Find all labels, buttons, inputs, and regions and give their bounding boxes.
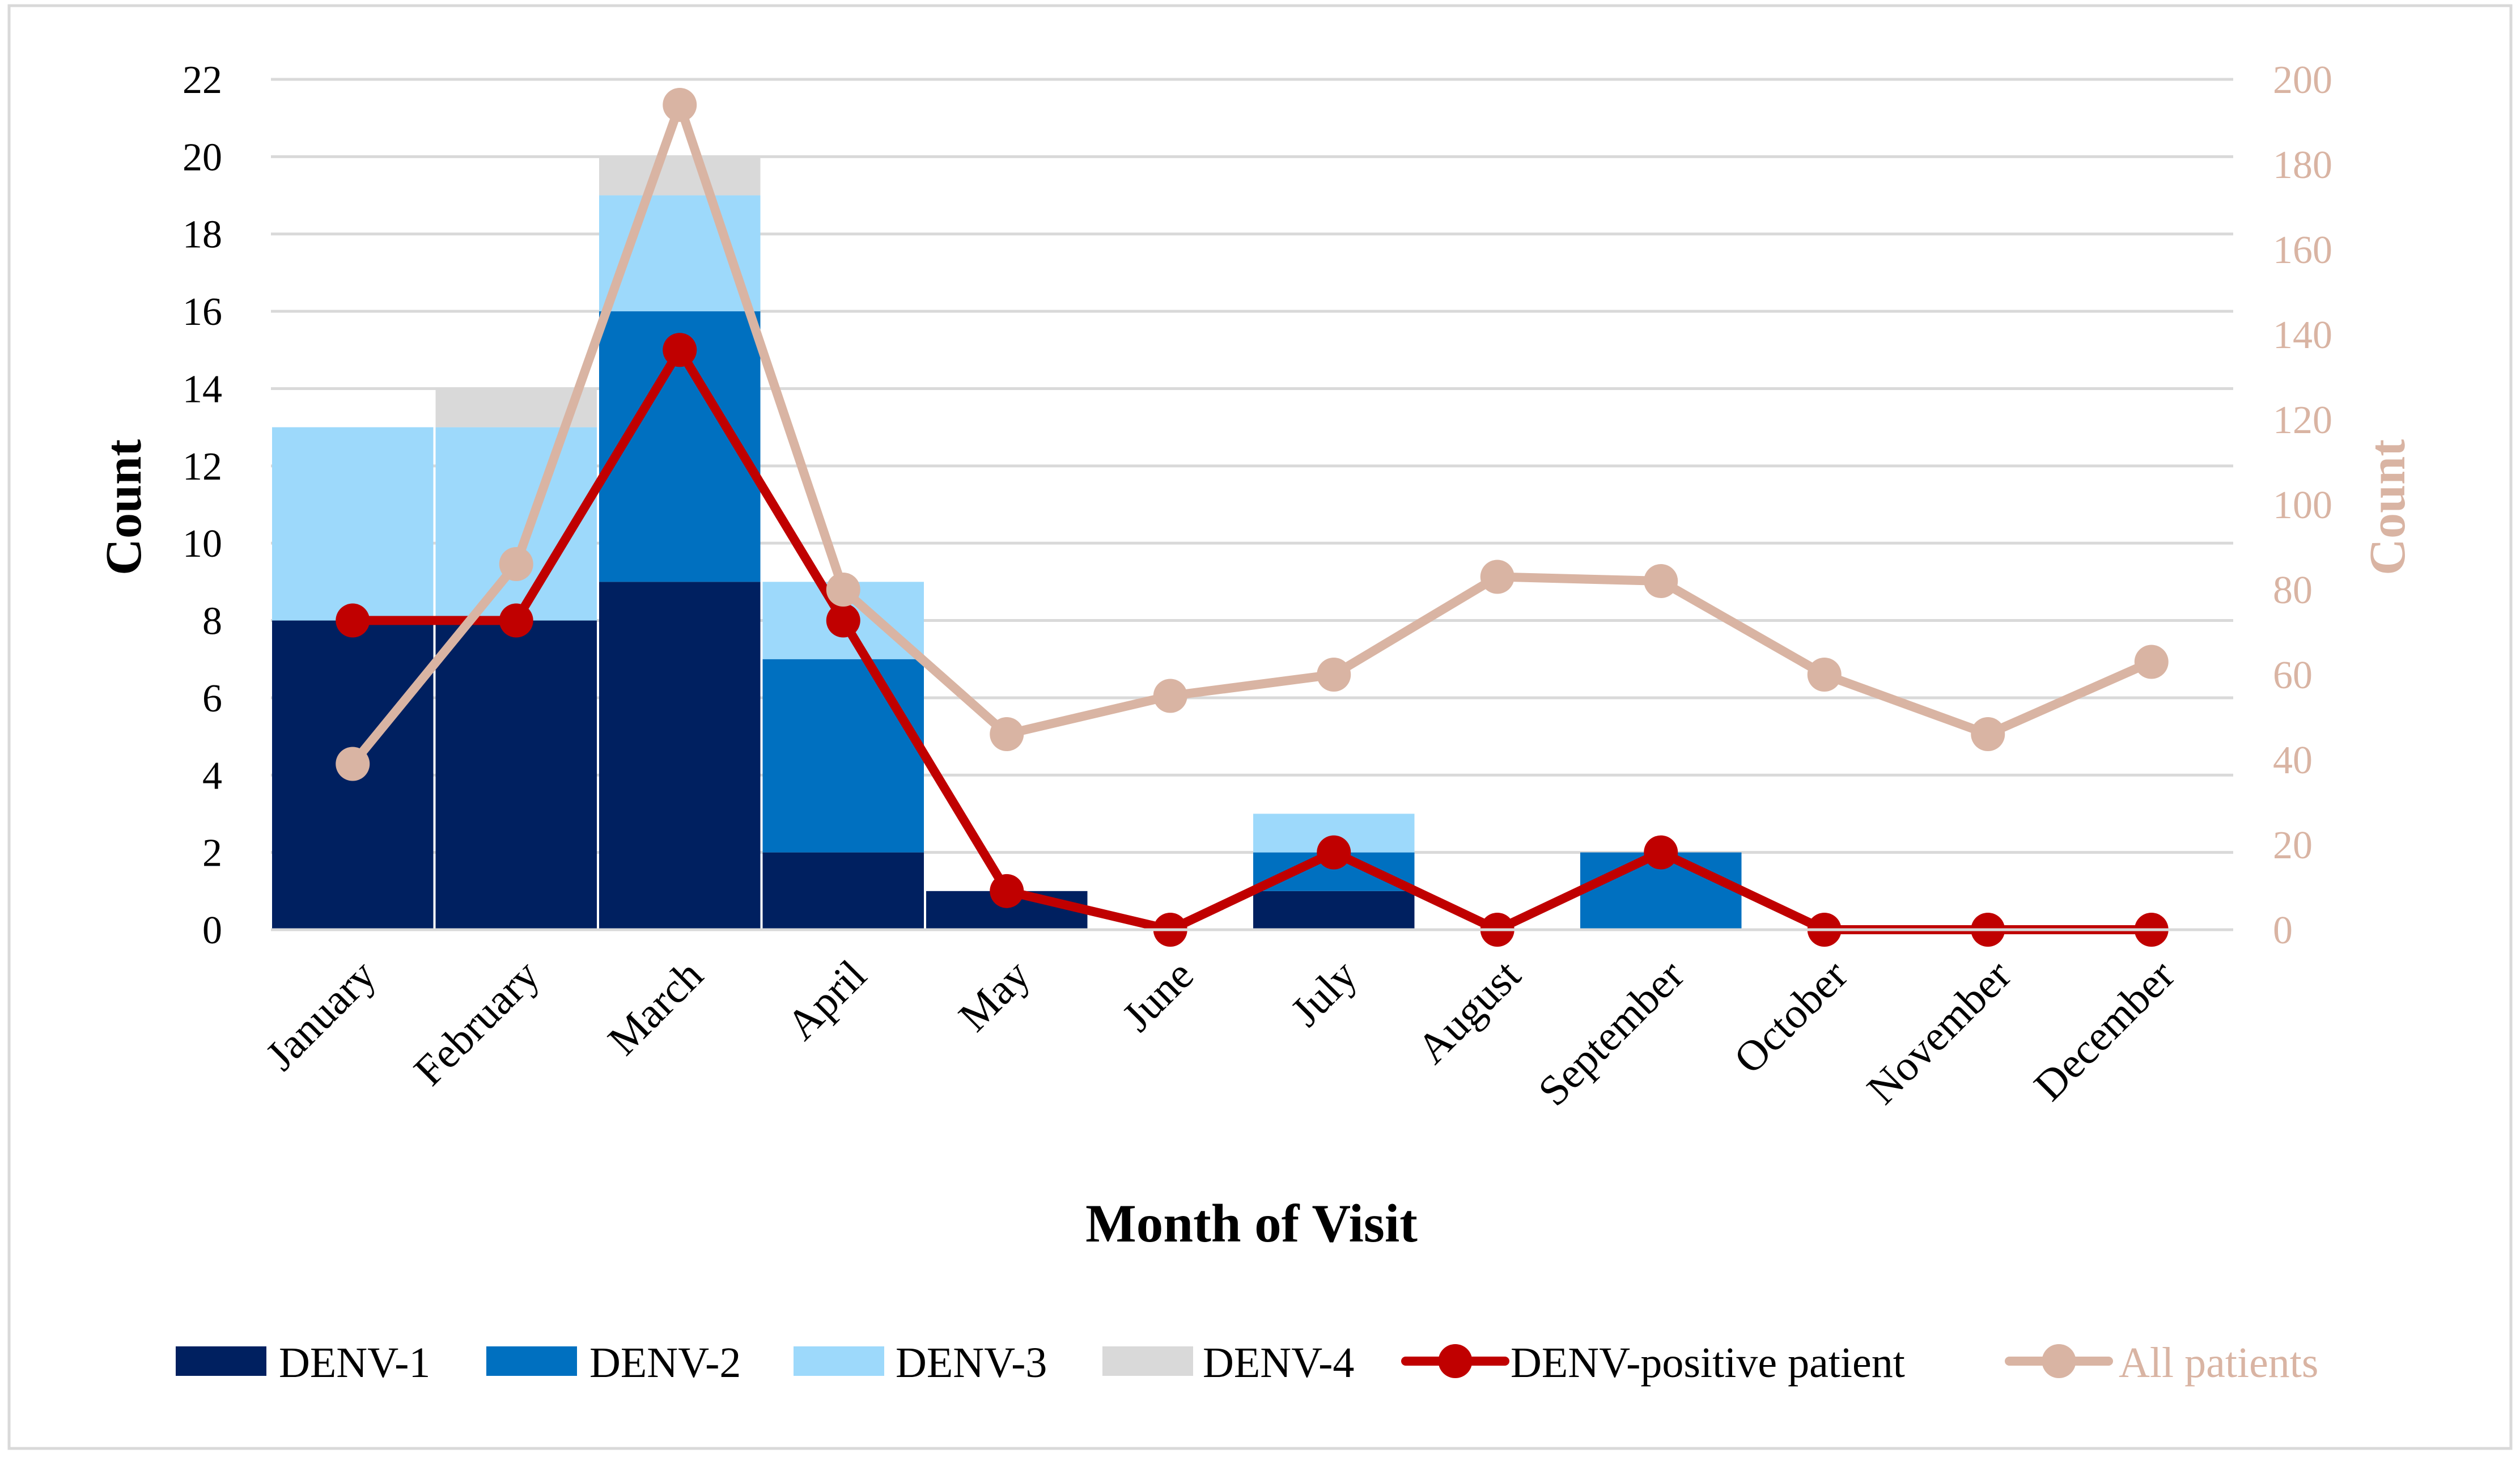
y-tick-label: 22 <box>183 58 222 102</box>
marker-all-patients-july <box>1317 658 1351 692</box>
y-tick-label: 6 <box>202 677 222 721</box>
marker-all-patients-october <box>1807 658 1842 692</box>
y-tick-label: 18 <box>183 213 222 257</box>
y-tick-label: 14 <box>183 367 222 411</box>
legend-denv-3-swatch <box>794 1346 884 1376</box>
y2-tick-label: 200 <box>2273 58 2332 102</box>
bar-denv-3-january <box>272 427 434 621</box>
y-tick-label: 10 <box>183 522 222 566</box>
legend-all-patients-label: All patients <box>2119 1339 2319 1387</box>
y-tick-label: 8 <box>202 600 222 643</box>
marker-denv-positive-patient-may <box>990 874 1024 908</box>
y-axis-right: 0 20 40 60 80 100 120 140 160 180 200 <box>2273 58 2332 952</box>
y2-tick-label: 0 <box>2273 909 2293 952</box>
y-tick-label: 2 <box>202 832 222 875</box>
y-axis-label: Count <box>96 439 152 575</box>
bar-denv-1-february <box>435 620 597 930</box>
marker-denv-positive-patient-april <box>826 603 860 638</box>
bar-denv-4-march <box>599 156 761 196</box>
y-tick-label: 16 <box>183 290 222 334</box>
y2-tick-label: 120 <box>2273 399 2332 442</box>
bar-denv-2-april <box>762 659 924 853</box>
y2-axis-label: Count <box>2360 439 2416 575</box>
marker-all-patients-august <box>1480 560 1514 594</box>
legend-all-patients-swatch-marker <box>2042 1344 2076 1378</box>
y2-tick-label: 40 <box>2273 739 2313 782</box>
legend-denv-positive-swatch-marker <box>1438 1344 1473 1378</box>
x-axis-label: Month of Visit <box>1085 1193 1418 1253</box>
legend-denv-positive-label: DENV-positive patient <box>1511 1339 1905 1387</box>
legend-denv-4-label: DENV-4 <box>1203 1339 1354 1387</box>
y-axis-left: 0 2 4 6 8 10 12 14 16 18 20 22 <box>183 58 222 952</box>
marker-all-patients-march <box>663 88 697 122</box>
marker-all-patients-may <box>990 717 1024 751</box>
y-tick-label: 0 <box>202 909 222 952</box>
y-tick-label: 12 <box>183 445 222 489</box>
legend-denv-2-swatch <box>486 1346 577 1376</box>
marker-all-patients-september <box>1644 564 1678 598</box>
y2-tick-label: 140 <box>2273 313 2332 357</box>
y2-tick-label: 180 <box>2273 143 2332 187</box>
marker-denv-positive-patient-september <box>1644 835 1678 870</box>
y2-tick-label: 60 <box>2273 654 2313 697</box>
marker-all-patients-december <box>2134 645 2169 679</box>
y-tick-label: 20 <box>183 135 222 179</box>
legend-denv-3-label: DENV-3 <box>896 1339 1047 1387</box>
marker-all-patients-april <box>826 573 860 607</box>
marker-denv-positive-patient-january <box>336 603 370 638</box>
legend-denv-4-swatch <box>1102 1346 1193 1376</box>
marker-all-patients-june <box>1153 679 1187 713</box>
legend: DENV-1 DENV-2 DENV-3 DENV-4 DENV-positive pa… <box>176 1339 2319 1387</box>
bar-denv-1-march <box>599 582 761 930</box>
bar-denv-1-july <box>1253 891 1415 930</box>
marker-all-patients-february <box>499 547 533 581</box>
marker-denv-positive-patient-february <box>499 603 533 638</box>
marker-all-patients-november <box>1971 717 2005 751</box>
legend-denv-1-label: DENV-1 <box>279 1339 430 1387</box>
legend-denv-1-swatch <box>176 1346 266 1376</box>
marker-denv-positive-patient-july <box>1317 835 1351 870</box>
legend-denv-2-label: DENV-2 <box>589 1339 741 1387</box>
y-tick-label: 4 <box>202 754 222 798</box>
marker-all-patients-january <box>336 747 370 781</box>
y2-tick-label: 80 <box>2273 569 2313 612</box>
y2-tick-label: 160 <box>2273 228 2332 272</box>
marker-denv-positive-patient-march <box>663 333 697 367</box>
y2-tick-label: 100 <box>2273 484 2332 527</box>
y2-tick-label: 20 <box>2273 824 2313 867</box>
line-all-patients <box>348 100 2156 769</box>
bar-denv-1-april <box>762 852 924 930</box>
